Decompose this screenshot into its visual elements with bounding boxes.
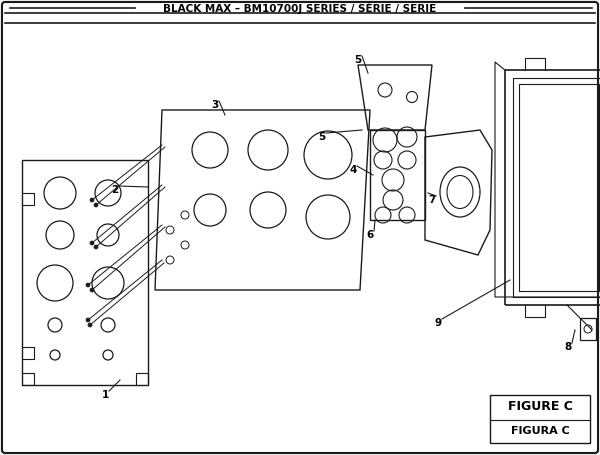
- Bar: [505, 70, 600, 305]
- Bar: [370, 130, 425, 220]
- Text: 2: 2: [112, 185, 119, 195]
- Text: 3: 3: [211, 100, 218, 110]
- Bar: [519, 84, 599, 291]
- Ellipse shape: [90, 288, 94, 292]
- Text: 7: 7: [428, 195, 436, 205]
- Text: 4: 4: [349, 165, 356, 175]
- Text: 1: 1: [101, 390, 109, 400]
- Ellipse shape: [90, 241, 94, 245]
- Ellipse shape: [90, 198, 94, 202]
- Ellipse shape: [86, 283, 90, 287]
- Text: 5: 5: [319, 132, 326, 142]
- Ellipse shape: [94, 203, 98, 207]
- Text: FIGURA C: FIGURA C: [511, 426, 569, 436]
- Text: 9: 9: [434, 318, 442, 328]
- Bar: [490, 395, 590, 443]
- Text: 6: 6: [367, 230, 374, 240]
- Ellipse shape: [86, 318, 90, 322]
- Ellipse shape: [88, 323, 92, 327]
- Bar: [580, 318, 596, 340]
- Ellipse shape: [94, 245, 98, 249]
- Text: 5: 5: [355, 55, 362, 65]
- Text: FIGURE C: FIGURE C: [508, 399, 572, 413]
- Text: BLACK MAX – BM10700J SERIES / SÉRIE / SERIE: BLACK MAX – BM10700J SERIES / SÉRIE / SE…: [163, 2, 437, 14]
- Text: 8: 8: [565, 342, 572, 352]
- Bar: [513, 78, 600, 297]
